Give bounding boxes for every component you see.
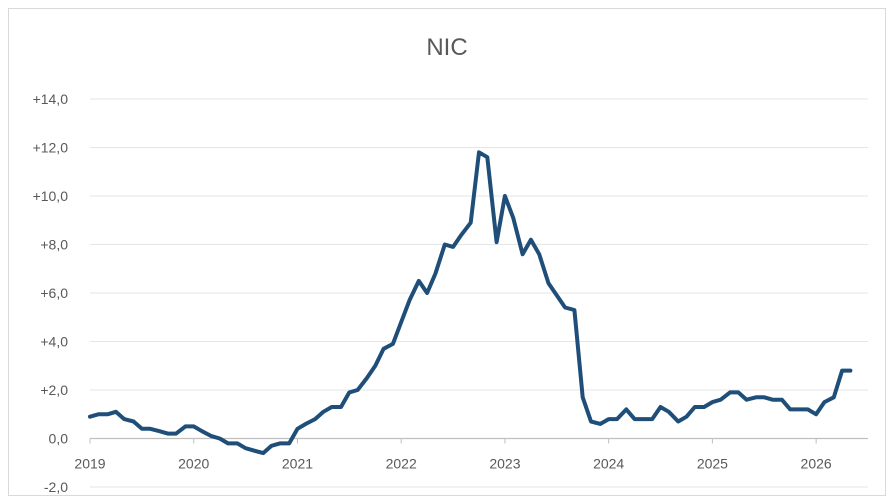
x-axis-ticks — [89, 438, 817, 444]
chart-frame — [8, 8, 886, 496]
x-tick-label: 2026 — [801, 456, 832, 472]
x-tick-label: 2025 — [697, 456, 728, 472]
y-tick-label: +2,0 — [40, 382, 68, 398]
x-tick-label: 2024 — [593, 456, 624, 472]
y-tick-label: -2,0 — [44, 479, 68, 495]
y-tick-label: +10,0 — [33, 188, 69, 204]
y-tick-label: +12,0 — [33, 140, 69, 156]
series-lines — [88, 150, 853, 456]
x-tick-label: 2019 — [74, 456, 105, 472]
chart-title: NIC — [426, 34, 468, 61]
y-tick-label: +14,0 — [33, 91, 69, 107]
y-axis-labels: -2,0 0,0 +2,0 +4,0 +6,0 +8,0 +10,0 +12,0 +14,0 — [33, 91, 69, 495]
y-tick-label: +8,0 — [40, 237, 68, 253]
x-tick-label: 2022 — [386, 456, 417, 472]
x-axis-labels: 2019 2020 2021 2022 2023 2024 2025 2026 — [74, 456, 831, 472]
series-line — [88, 150, 853, 456]
x-tick-label: 2021 — [282, 456, 313, 472]
x-tick-label: 2020 — [178, 456, 209, 472]
y-tick-label: 0,0 — [49, 431, 69, 447]
x-tick-label: 2023 — [489, 456, 520, 472]
y-tick-label: +4,0 — [40, 334, 68, 350]
y-tick-label: +6,0 — [40, 285, 68, 301]
